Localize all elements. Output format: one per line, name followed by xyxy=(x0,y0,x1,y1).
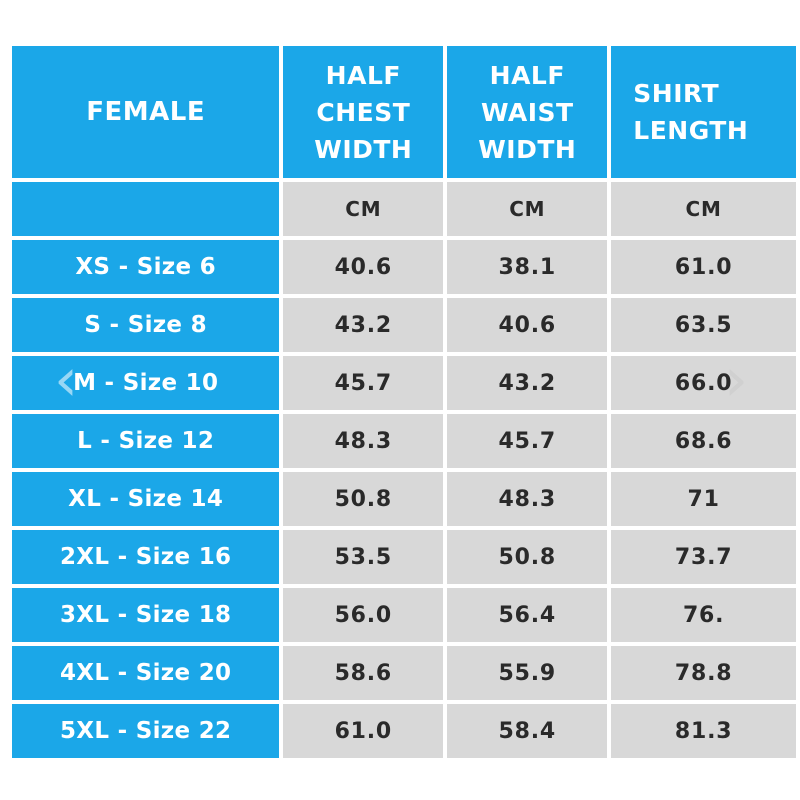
chevron-left-icon[interactable]: ‹ xyxy=(54,345,78,415)
chest-value: 43.2 xyxy=(283,298,444,352)
length-value: 63.5 xyxy=(611,298,796,352)
size-label: S - Size 8 xyxy=(12,298,280,352)
size-label: XS - Size 6 xyxy=(12,240,280,294)
chest-value: 45.7 xyxy=(283,356,444,410)
length-value: 73.7 xyxy=(611,530,796,584)
waist-value: 58.4 xyxy=(447,704,608,758)
chest-value: 50.8 xyxy=(283,472,444,526)
chest-value: 40.6 xyxy=(283,240,444,294)
header-row: FEMALE HALF CHEST WIDTH HALF WAIST WIDTH… xyxy=(12,46,796,178)
size-label: XL - Size 14 xyxy=(12,472,280,526)
length-value: 76. xyxy=(611,588,796,642)
waist-value: 56.4 xyxy=(447,588,608,642)
units-blank-cell xyxy=(12,182,280,236)
size-label: L - Size 12 xyxy=(12,414,280,468)
length-value: 61.0 xyxy=(611,240,796,294)
unit-waist: CM xyxy=(447,182,608,236)
chest-value: 61.0 xyxy=(283,704,444,758)
waist-value: 50.8 xyxy=(447,530,608,584)
chevron-right-icon[interactable]: › xyxy=(724,345,748,415)
size-label: 3XL - Size 18 xyxy=(12,588,280,642)
header-chest: HALF CHEST WIDTH xyxy=(283,46,444,178)
table-row: S - Size 8 43.2 40.6 63.5 xyxy=(12,298,796,352)
length-value: 78.8 xyxy=(611,646,796,700)
header-gender: FEMALE xyxy=(12,46,280,178)
waist-value: 55.9 xyxy=(447,646,608,700)
table-row: 4XL - Size 20 58.6 55.9 78.8 xyxy=(12,646,796,700)
table-row: L - Size 12 48.3 45.7 68.6 xyxy=(12,414,796,468)
table-row: 3XL - Size 18 56.0 56.4 76. xyxy=(12,588,796,642)
table-row: XS - Size 6 40.6 38.1 61.0 xyxy=(12,240,796,294)
size-chart-body: FEMALE HALF CHEST WIDTH HALF WAIST WIDTH… xyxy=(12,46,796,758)
unit-length: CM xyxy=(611,182,796,236)
length-value: 68.6 xyxy=(611,414,796,468)
length-value: 71 xyxy=(611,472,796,526)
chest-value: 53.5 xyxy=(283,530,444,584)
chest-value: 58.6 xyxy=(283,646,444,700)
waist-value: 40.6 xyxy=(447,298,608,352)
table-row: 5XL - Size 22 61.0 58.4 81.3 xyxy=(12,704,796,758)
size-label: 2XL - Size 16 xyxy=(12,530,280,584)
unit-chest: CM xyxy=(283,182,444,236)
chest-value: 56.0 xyxy=(283,588,444,642)
waist-value: 48.3 xyxy=(447,472,608,526)
waist-value: 45.7 xyxy=(447,414,608,468)
waist-value: 43.2 xyxy=(447,356,608,410)
length-value: 81.3 xyxy=(611,704,796,758)
waist-value: 38.1 xyxy=(447,240,608,294)
size-label: 5XL - Size 22 xyxy=(12,704,280,758)
length-value: 66.0 xyxy=(611,356,796,410)
size-chart-table: FEMALE HALF CHEST WIDTH HALF WAIST WIDTH… xyxy=(8,42,800,762)
size-label: 4XL - Size 20 xyxy=(12,646,280,700)
units-row: CM CM CM xyxy=(12,182,796,236)
header-waist: HALF WAIST WIDTH xyxy=(447,46,608,178)
header-length: SHIRT LENGTH xyxy=(611,46,796,178)
table-row: M - Size 10 45.7 43.2 66.0 xyxy=(12,356,796,410)
table-row: XL - Size 14 50.8 48.3 71 xyxy=(12,472,796,526)
size-label: M - Size 10 xyxy=(12,356,280,410)
chest-value: 48.3 xyxy=(283,414,444,468)
table-row: 2XL - Size 16 53.5 50.8 73.7 xyxy=(12,530,796,584)
